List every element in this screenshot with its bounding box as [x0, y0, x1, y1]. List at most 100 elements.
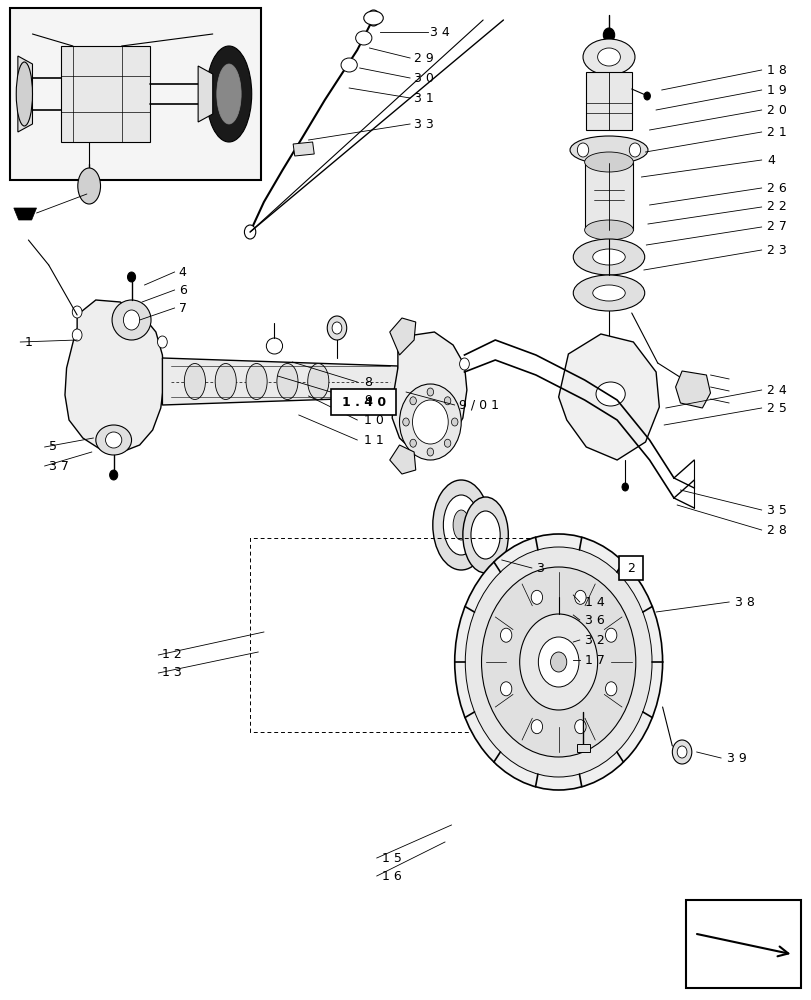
Ellipse shape — [206, 46, 251, 142]
Circle shape — [500, 682, 511, 696]
Ellipse shape — [470, 511, 500, 559]
Polygon shape — [392, 332, 466, 452]
Circle shape — [412, 400, 448, 444]
Polygon shape — [65, 300, 164, 452]
Text: 2 8: 2 8 — [766, 524, 786, 536]
Ellipse shape — [462, 497, 508, 573]
Text: 2 5: 2 5 — [766, 401, 786, 414]
Polygon shape — [558, 334, 659, 460]
Circle shape — [459, 358, 469, 370]
Circle shape — [643, 92, 650, 100]
Ellipse shape — [573, 275, 644, 311]
Polygon shape — [18, 56, 32, 132]
Ellipse shape — [443, 495, 478, 555]
Circle shape — [605, 682, 616, 696]
Text: 2 7: 2 7 — [766, 221, 786, 233]
Circle shape — [244, 225, 255, 239]
Text: 3 4: 3 4 — [430, 25, 449, 38]
Text: 2 2: 2 2 — [766, 200, 786, 214]
Text: 1: 1 — [24, 336, 32, 349]
Ellipse shape — [332, 322, 341, 334]
Text: 2: 2 — [626, 562, 634, 574]
Circle shape — [621, 483, 628, 491]
Ellipse shape — [573, 239, 644, 275]
Text: 5: 5 — [49, 440, 57, 454]
Polygon shape — [14, 208, 36, 220]
Ellipse shape — [105, 432, 122, 448]
Circle shape — [538, 637, 578, 687]
Circle shape — [605, 628, 616, 642]
Text: 3 5: 3 5 — [766, 504, 786, 516]
Circle shape — [451, 418, 457, 426]
Text: 1 . 4 0: 1 . 4 0 — [341, 395, 385, 408]
Text: 1 9: 1 9 — [766, 84, 786, 97]
Text: 1 6: 1 6 — [381, 869, 401, 882]
Text: 3 8: 3 8 — [734, 595, 753, 608]
Text: 3 0: 3 0 — [414, 72, 433, 85]
Text: 3 2: 3 2 — [584, 634, 603, 647]
Text: 3 7: 3 7 — [49, 460, 68, 473]
Text: 2 4: 2 4 — [766, 383, 786, 396]
Ellipse shape — [341, 58, 357, 72]
Ellipse shape — [597, 48, 620, 66]
Circle shape — [410, 439, 416, 447]
Text: 1 5: 1 5 — [381, 852, 401, 864]
Polygon shape — [162, 358, 397, 405]
Ellipse shape — [592, 285, 624, 301]
Text: 7: 7 — [178, 302, 187, 314]
Circle shape — [519, 614, 597, 710]
Ellipse shape — [432, 480, 489, 570]
Circle shape — [72, 306, 82, 318]
Text: 2 1: 2 1 — [766, 125, 786, 138]
Text: 8: 8 — [363, 375, 371, 388]
Circle shape — [367, 10, 380, 26]
Circle shape — [629, 143, 640, 157]
Bar — [685, 900, 800, 988]
Text: 3 9: 3 9 — [726, 752, 745, 764]
Ellipse shape — [355, 31, 371, 45]
Text: 2 3: 2 3 — [766, 243, 786, 256]
Ellipse shape — [246, 363, 267, 399]
Circle shape — [577, 143, 588, 157]
Ellipse shape — [363, 11, 383, 25]
Circle shape — [603, 28, 614, 42]
Text: 3 1: 3 1 — [414, 92, 433, 104]
Circle shape — [127, 272, 135, 282]
Bar — [576, 744, 589, 752]
Bar — [10, 8, 261, 180]
Circle shape — [550, 652, 566, 672]
Bar — [584, 162, 633, 230]
Circle shape — [605, 343, 611, 351]
Circle shape — [109, 470, 118, 480]
Circle shape — [427, 448, 433, 456]
Circle shape — [574, 590, 586, 604]
Text: 1 3: 1 3 — [162, 666, 182, 680]
Ellipse shape — [96, 425, 131, 455]
Circle shape — [444, 439, 450, 447]
Circle shape — [157, 336, 167, 348]
Text: 1 8: 1 8 — [766, 64, 786, 77]
Ellipse shape — [217, 64, 241, 124]
Ellipse shape — [184, 363, 205, 399]
Ellipse shape — [327, 316, 346, 340]
Ellipse shape — [569, 136, 647, 164]
Polygon shape — [198, 66, 212, 122]
Circle shape — [676, 746, 686, 758]
Polygon shape — [389, 318, 415, 355]
Text: 9: 9 — [363, 393, 371, 406]
Ellipse shape — [277, 363, 298, 399]
Circle shape — [530, 720, 542, 734]
Circle shape — [399, 384, 461, 460]
Text: 1 1: 1 1 — [363, 434, 383, 446]
Bar — [586, 72, 631, 130]
Text: 3 6: 3 6 — [584, 613, 603, 626]
Circle shape — [500, 628, 511, 642]
Ellipse shape — [307, 363, 328, 399]
Circle shape — [481, 567, 635, 757]
Text: 2 9: 2 9 — [414, 51, 433, 64]
Ellipse shape — [582, 39, 634, 75]
Ellipse shape — [266, 338, 282, 354]
Text: 6: 6 — [178, 284, 187, 296]
Circle shape — [454, 534, 662, 790]
Text: 9 / 0 1: 9 / 0 1 — [458, 398, 498, 412]
